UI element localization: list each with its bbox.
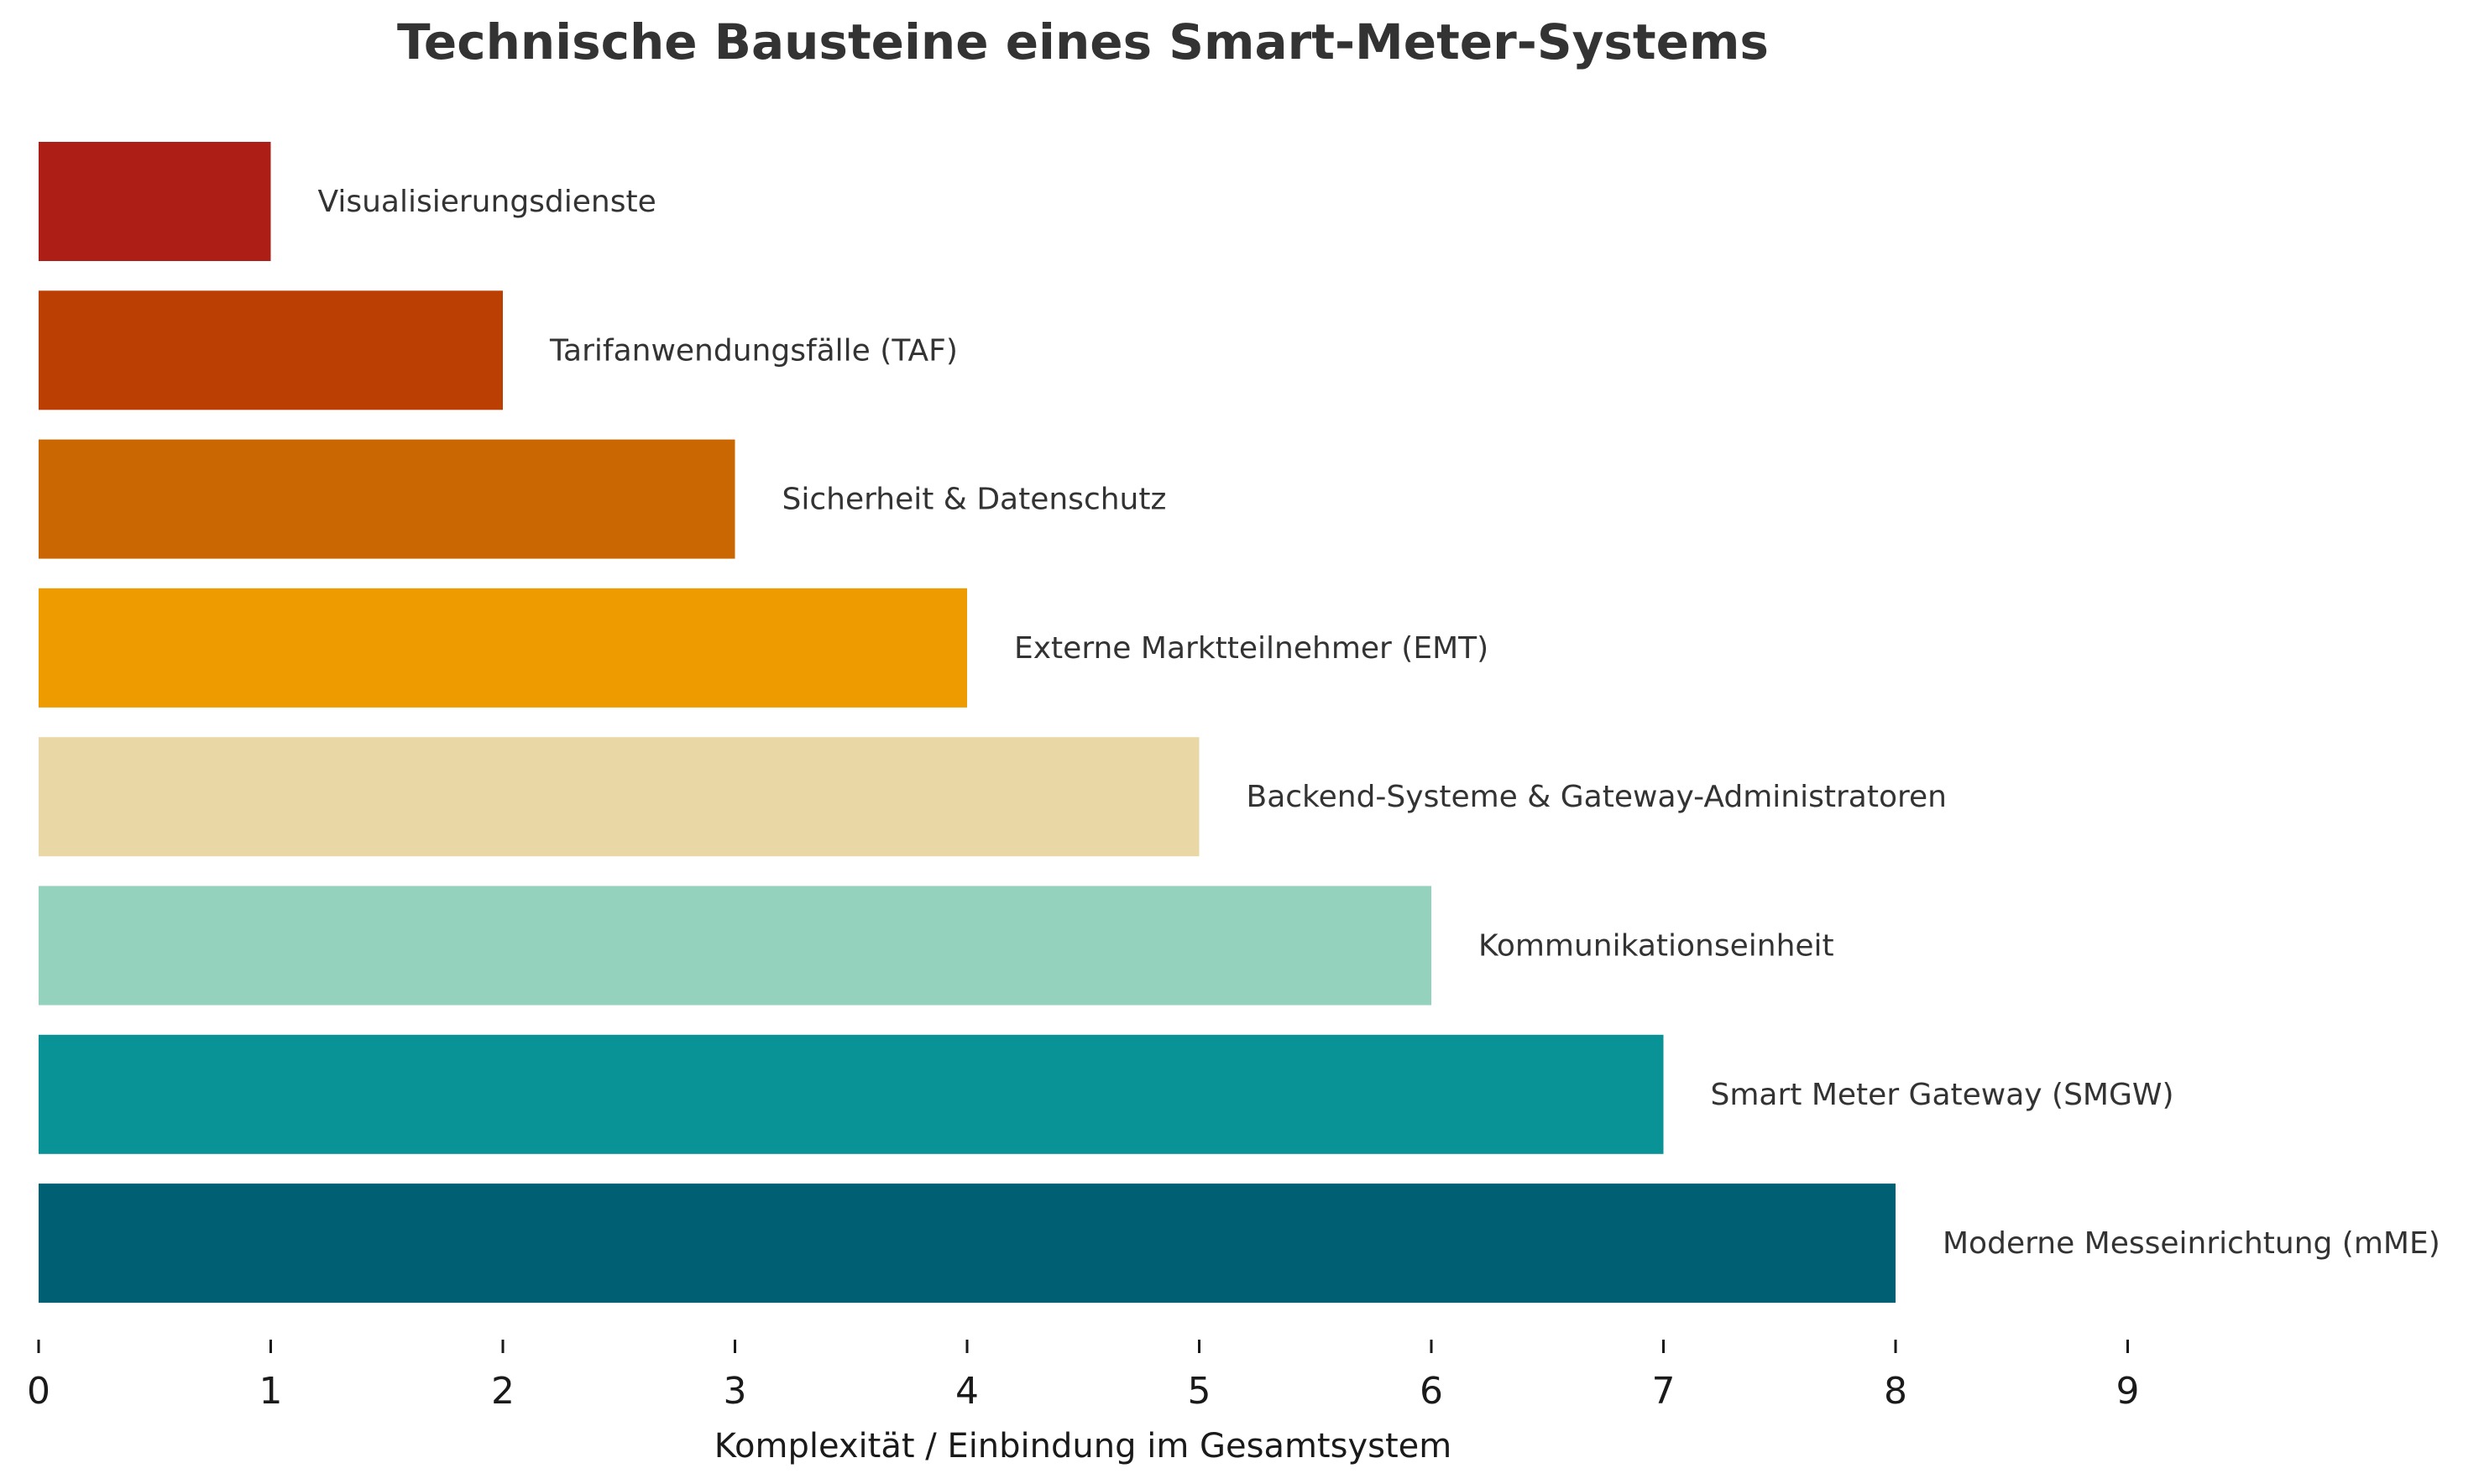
bar-5 [39, 886, 1431, 1006]
bar-7 [39, 1184, 1896, 1304]
bar-labels-group: Visualisierungsdienste Tarifanwendungsfäl… [318, 185, 2440, 1261]
chart-title: Technische Bausteine eines Smart-Meter-S… [397, 13, 1769, 71]
x-tick-label-1: 1 [259, 1370, 283, 1413]
x-axis-label: Komplexität / Einbindung im Gesamtsystem [714, 1427, 1451, 1466]
bar-label-7: Moderne Messeinrichtung (mME) [1943, 1226, 2440, 1261]
bar-label-5: Kommunikationseinheit [1478, 929, 1834, 964]
x-axis: 0 1 2 3 4 5 6 7 8 9 [27, 1340, 2140, 1413]
x-tick-label-8: 8 [1884, 1370, 1907, 1413]
x-tick-label-3: 3 [724, 1370, 747, 1413]
x-tick-label-7: 7 [1652, 1370, 1676, 1413]
bar-label-2: Sicherheit & Datenschutz [782, 483, 1167, 517]
bar-label-6: Smart Meter Gateway (SMGW) [1711, 1078, 2174, 1112]
bar-3 [39, 588, 967, 708]
bars-group [39, 142, 1896, 1304]
bar-0 [39, 142, 271, 261]
x-tick-label-5: 5 [1188, 1370, 1211, 1413]
bar-1 [39, 290, 503, 410]
x-tick-label-9: 9 [2116, 1370, 2140, 1413]
x-tick-label-6: 6 [1420, 1370, 1443, 1413]
bar-label-0: Visualisierungsdienste [318, 185, 656, 219]
x-tick-label-2: 2 [491, 1370, 515, 1413]
bar-6 [39, 1034, 1664, 1154]
bar-4 [39, 737, 1200, 857]
bar-2 [39, 439, 735, 559]
bar-label-4: Backend-Systeme & Gateway-Administratore… [1247, 780, 1947, 814]
bar-label-1: Tarifanwendungsfälle (TAF) [549, 333, 958, 368]
bar-label-3: Externe Marktteilnehmer (EMT) [1014, 631, 1488, 666]
x-tick-label-0: 0 [27, 1370, 50, 1413]
x-tick-label-4: 4 [955, 1370, 979, 1413]
